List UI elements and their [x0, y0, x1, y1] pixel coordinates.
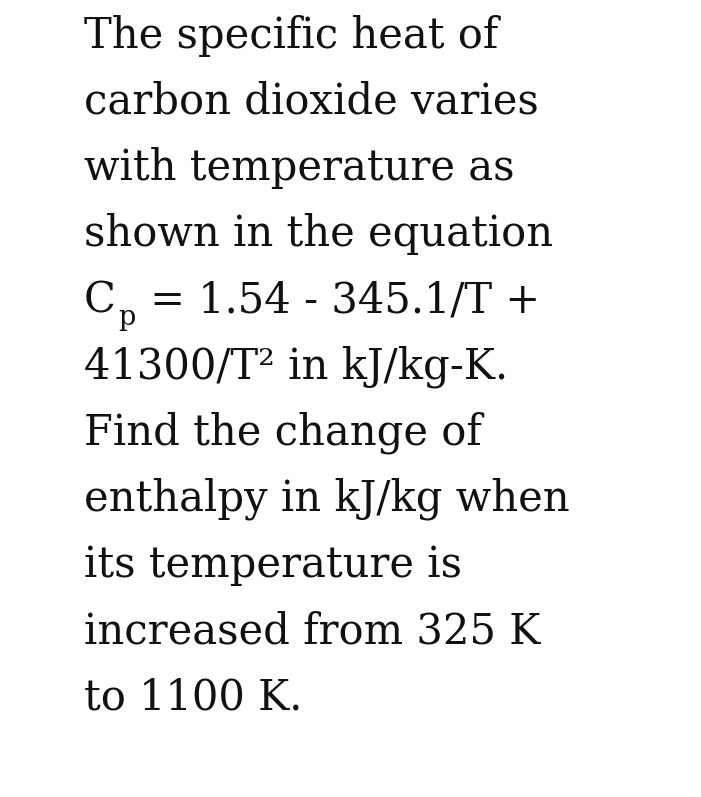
Text: C: C [84, 280, 116, 321]
Text: shown in the equation: shown in the equation [84, 214, 553, 255]
Text: = 1.54 - 345.1/T +: = 1.54 - 345.1/T + [137, 280, 540, 321]
Text: The specific heat of: The specific heat of [84, 15, 498, 57]
Text: enthalpy in kJ/kg when: enthalpy in kJ/kg when [84, 478, 570, 520]
Text: with temperature as: with temperature as [84, 147, 515, 189]
Text: its temperature is: its temperature is [84, 544, 462, 586]
Text: carbon dioxide varies: carbon dioxide varies [84, 81, 539, 123]
Text: p: p [118, 304, 135, 332]
Text: to 1100 K.: to 1100 K. [84, 677, 303, 718]
Text: increased from 325 K: increased from 325 K [84, 611, 540, 652]
Text: 41300/T² in kJ/kg-K.: 41300/T² in kJ/kg-K. [84, 346, 508, 388]
Text: Find the change of: Find the change of [84, 412, 482, 454]
